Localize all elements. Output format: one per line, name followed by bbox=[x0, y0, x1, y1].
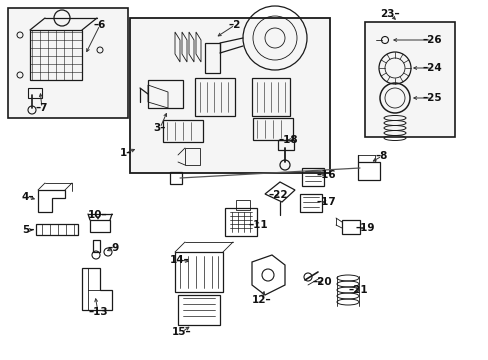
Bar bbox=[251, 78, 289, 116]
Bar bbox=[178, 295, 220, 325]
Text: –17: –17 bbox=[315, 197, 335, 207]
Text: –7: –7 bbox=[36, 103, 48, 113]
Text: –8: –8 bbox=[375, 151, 387, 161]
Bar bbox=[175, 252, 223, 292]
Text: 12–: 12– bbox=[252, 295, 271, 305]
Text: 1–: 1– bbox=[120, 148, 132, 158]
Bar bbox=[130, 18, 329, 173]
Bar bbox=[236, 200, 249, 210]
Text: –25: –25 bbox=[421, 93, 441, 103]
Bar bbox=[278, 140, 293, 150]
Text: –6: –6 bbox=[94, 20, 106, 30]
Text: 14–: 14– bbox=[170, 255, 189, 265]
Text: –22: –22 bbox=[267, 190, 287, 200]
Text: –20: –20 bbox=[311, 277, 331, 287]
Text: –26: –26 bbox=[421, 35, 441, 45]
Bar bbox=[170, 172, 182, 184]
Bar bbox=[195, 78, 235, 116]
Text: –21: –21 bbox=[347, 285, 367, 295]
Bar bbox=[28, 88, 42, 98]
Bar bbox=[299, 194, 321, 212]
Text: –16: –16 bbox=[316, 170, 335, 180]
Bar bbox=[357, 162, 379, 180]
Text: 5–: 5– bbox=[22, 225, 34, 235]
Bar bbox=[252, 118, 292, 140]
Bar bbox=[148, 80, 183, 108]
Bar bbox=[163, 120, 203, 142]
Bar bbox=[364, 22, 454, 137]
Bar bbox=[341, 220, 359, 234]
Text: –19: –19 bbox=[354, 223, 374, 233]
Bar bbox=[8, 8, 128, 118]
Bar bbox=[224, 208, 257, 236]
Text: 23–: 23– bbox=[379, 9, 399, 19]
Text: –13: –13 bbox=[88, 307, 107, 317]
Text: 15–: 15– bbox=[172, 327, 191, 337]
Bar bbox=[90, 220, 110, 232]
Text: –9: –9 bbox=[108, 243, 120, 253]
Text: 10–: 10– bbox=[88, 210, 107, 220]
Text: 4–: 4– bbox=[21, 192, 34, 202]
Bar bbox=[302, 168, 324, 186]
Text: –2: –2 bbox=[228, 20, 241, 30]
Text: –11: –11 bbox=[248, 220, 267, 230]
Text: –24: –24 bbox=[421, 63, 441, 73]
Text: –18: –18 bbox=[278, 135, 297, 145]
Text: 3–: 3– bbox=[154, 123, 166, 133]
